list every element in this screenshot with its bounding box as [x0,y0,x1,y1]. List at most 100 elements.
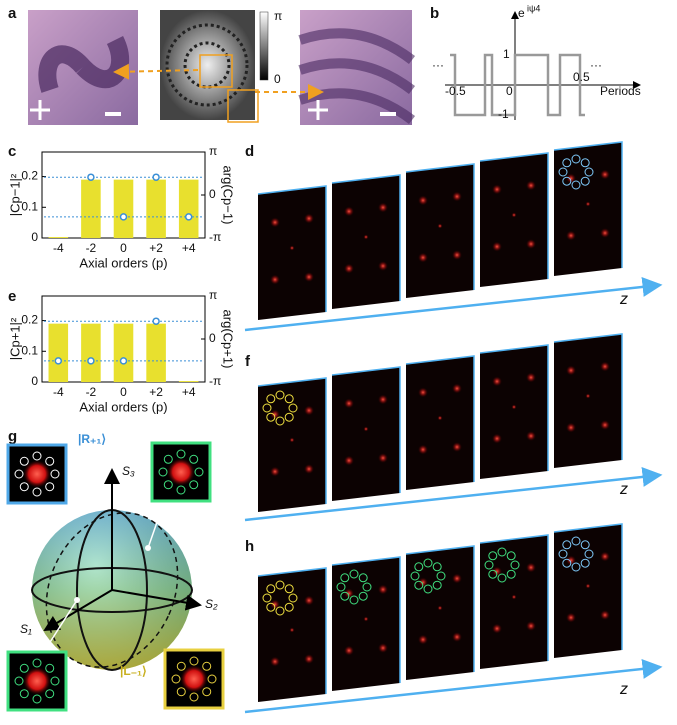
phase-point [119,357,128,365]
y2-tick-label: -π [209,374,221,388]
frame-edge [257,185,327,312]
spot [270,274,280,285]
ring-dot [171,674,181,684]
b-xtick: -0.5 [445,84,466,98]
z-label: z [619,291,628,308]
y-axis-label: |Cp+1|² [7,317,22,360]
frame [554,334,622,468]
spot [566,612,576,623]
ring-dot [176,661,186,671]
spot [600,169,610,180]
y-tick-label: 0.1 [21,199,38,213]
ring-dot [189,692,199,702]
spot [526,239,536,249]
spot [566,422,576,433]
ring-dot [562,176,572,186]
ring-dot [506,569,516,579]
bar [146,179,166,238]
ring-dot [163,480,173,490]
z-axis [244,658,663,714]
ring-dot [580,176,590,186]
bar [113,179,134,238]
ring-dot [189,656,199,666]
b-ellipsis: ··· [432,58,444,72]
spot [585,201,591,207]
ring-dot [288,403,298,413]
x-tick-label: -4 [53,385,64,399]
ring-dot [45,482,55,492]
ring-dot [45,456,55,466]
ring-dot [45,689,55,699]
ring-dot [288,593,298,603]
spot [270,466,280,477]
spot [600,228,610,238]
ring-dot [571,536,581,546]
spot [418,195,428,206]
spot [492,566,502,577]
spot [452,250,462,260]
ring-dot [362,582,372,592]
panel-label: d [245,143,254,160]
x-axis-label: Axial orders (p) [79,255,167,270]
y2-tick-label: π [209,144,217,158]
frame [554,524,622,658]
ring-dot [284,602,294,612]
frame-edge [553,141,623,268]
frame-edge [331,556,401,683]
ring-dot [19,482,29,492]
spot [526,372,536,383]
spot [437,605,443,611]
b-ylabel: e [518,6,525,20]
spot [378,453,388,463]
spot [492,623,502,634]
spot [378,202,388,213]
phase-point [152,173,160,181]
ring-dot [32,451,42,461]
ring-dot [562,540,572,550]
spot [511,594,517,600]
ring-dot [266,394,276,404]
spot [344,588,354,599]
spot [437,223,443,229]
spot [511,212,517,218]
spot [452,191,462,202]
frame-stack [244,141,663,332]
frame-edge [553,333,623,460]
b-xlabel: Periods [600,84,641,98]
spot [289,627,295,633]
spot [492,184,502,195]
axis-s2: S₂ [205,597,218,611]
ring-dot [584,549,594,559]
ring-dot [484,560,494,570]
panel-a [28,10,416,125]
phase-point [152,317,160,325]
ring-dot [19,663,29,673]
ring-dot [497,573,507,583]
panel-b [445,11,641,120]
spot [492,376,502,387]
x-tick-label: +4 [182,241,196,255]
panel-label: b [430,5,439,22]
b-ellipsis: ··· [590,58,602,72]
ring-dot [19,689,29,699]
x-tick-label: -2 [86,241,97,255]
ring-dot [176,485,186,495]
y-tick-label: 0 [31,374,38,388]
panel-label: h [245,538,254,555]
ring-dot [32,694,42,704]
frame [480,345,548,479]
x-tick-label: -2 [86,385,97,399]
ring-dot [14,676,24,686]
ring-dot [189,454,199,464]
bar [146,323,166,382]
spot [600,610,610,620]
ring-dot [584,167,594,177]
spot [418,634,428,645]
inset [163,648,225,710]
frame [406,546,474,680]
frame-edge [331,174,401,301]
bar [48,237,69,238]
x-tick-label: -4 [53,241,64,255]
frame-edge [405,163,475,290]
ring-dot [432,580,442,590]
